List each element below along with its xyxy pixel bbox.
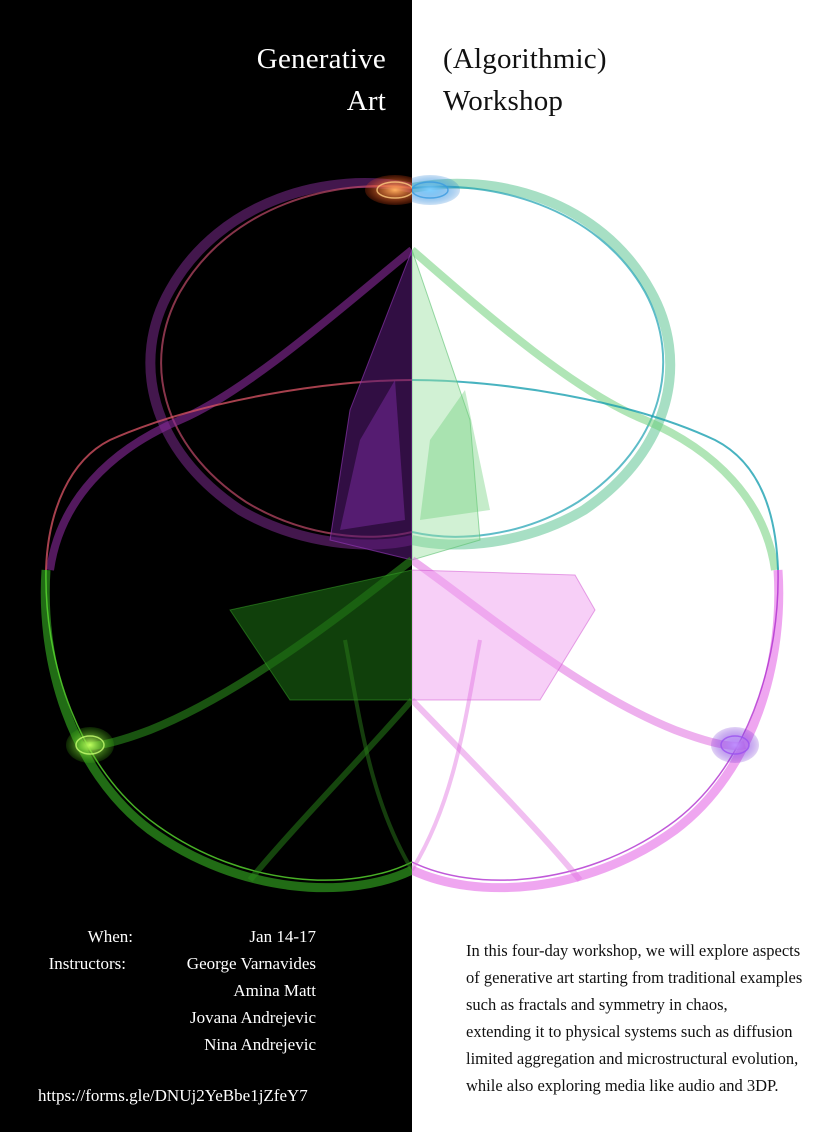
when-label: When: (87, 927, 133, 946)
description-line: while also exploring media like audio an… (466, 1076, 779, 1095)
instructors-label: Instructors: (48, 954, 126, 973)
artwork-right-half (412, 175, 784, 893)
info-labels: When: Instructors: (44, 923, 144, 977)
when-value: Jan 14-17 (249, 927, 316, 946)
title-right: (Algorithmic) Workshop (443, 38, 743, 122)
description-line: such as fractals and symmetry in chaos, (466, 995, 728, 1014)
title-art: Art (346, 85, 386, 117)
workshop-description: In this four-day workshop, we will explo… (466, 937, 825, 1099)
description-line: extending it to physical systems such as… (466, 1022, 793, 1041)
description-line: limited aggregation and microstructural … (466, 1049, 799, 1068)
info-values: Jan 14-17 George Varnavides Amina Matt J… (150, 923, 316, 1058)
title-algorithmic: (Algorithmic) (443, 43, 607, 75)
registration-link[interactable]: https://forms.gle/DNUj2YeBbe1jZfeY7 (38, 1086, 308, 1105)
artwork-left-half (40, 175, 412, 893)
instructor-name: George Varnavides (186, 954, 316, 973)
instructor-name: Amina Matt (233, 981, 316, 1000)
title-workshop: Workshop (443, 85, 564, 117)
description-line: of generative art starting from traditio… (466, 968, 803, 987)
description-line: In this four-day workshop, we will explo… (466, 941, 801, 960)
instructor-name: Nina Andrejevic (204, 1035, 316, 1054)
title-generative: Generative (256, 43, 386, 75)
instructor-name: Jovana Andrejevic (189, 1008, 316, 1027)
title-left: Generative Art (126, 38, 386, 122)
